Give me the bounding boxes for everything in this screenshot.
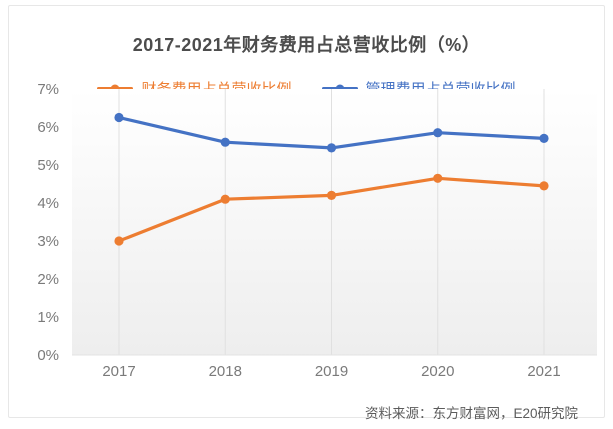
source-note: 资料来源：东方财富网，E20研究院	[364, 406, 578, 421]
data-point-1-2020	[433, 128, 443, 138]
data-point-1-2019	[326, 143, 337, 153]
line-chart-canvas: 2017 2018 2019 2020 2021 0% 1% 2% 3% 4% 5% 6% 7%	[37, 81, 597, 380]
legend-marker-icon	[97, 87, 134, 90]
data-point-0-2020	[433, 173, 443, 183]
data-point-1-2017	[114, 112, 124, 123]
chart-card: 2017-2021年财务费用占总营收比例（%） 财务费用占总营收比例管理费用占总…	[8, 5, 605, 421]
x-tick-label-2017: 2017	[102, 363, 135, 380]
plot-area	[72, 89, 597, 355]
x-tick-label-2018: 2018	[209, 363, 242, 380]
y-tick-label-0: 0%	[37, 347, 59, 364]
y-tick-label-3: 3%	[37, 233, 59, 250]
x-tick-label-2021: 2021	[527, 363, 560, 380]
data-point-1-2021	[539, 133, 549, 143]
y-tick-label-7: 7%	[37, 81, 59, 98]
legend-marker-icon	[321, 87, 358, 90]
x-tick-label-2019: 2019	[315, 363, 348, 380]
data-point-0-2021	[539, 181, 549, 191]
y-tick-label-1: 1%	[37, 309, 59, 326]
data-point-0-2017	[114, 236, 124, 246]
y-tick-label-4: 4%	[37, 195, 59, 212]
data-point-0-2019	[326, 190, 337, 200]
data-point-1-2018	[220, 137, 230, 147]
y-tick-label-2: 2%	[37, 271, 59, 288]
x-tick-label-2020: 2020	[421, 363, 454, 380]
y-tick-label-6: 6%	[37, 119, 59, 136]
y-tick-label-5: 5%	[37, 157, 59, 174]
data-point-0-2018	[220, 194, 230, 204]
chart-title: 2017-2021年财务费用占总营收比例（%）	[132, 35, 481, 55]
